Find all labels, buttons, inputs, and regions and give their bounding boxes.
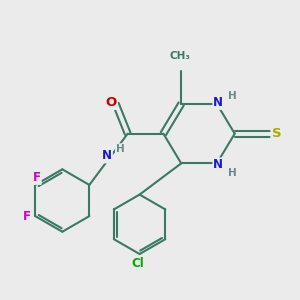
Text: F: F xyxy=(23,210,31,223)
Text: H: H xyxy=(116,144,125,154)
Text: O: O xyxy=(106,96,117,109)
Text: H: H xyxy=(228,91,237,100)
Text: N: N xyxy=(213,158,224,171)
Text: S: S xyxy=(272,127,281,140)
Text: H: H xyxy=(228,168,237,178)
Text: N: N xyxy=(213,96,224,109)
Text: Cl: Cl xyxy=(132,257,145,270)
Text: N: N xyxy=(102,149,112,162)
Text: F: F xyxy=(33,171,41,184)
Text: CH₃: CH₃ xyxy=(169,51,190,62)
